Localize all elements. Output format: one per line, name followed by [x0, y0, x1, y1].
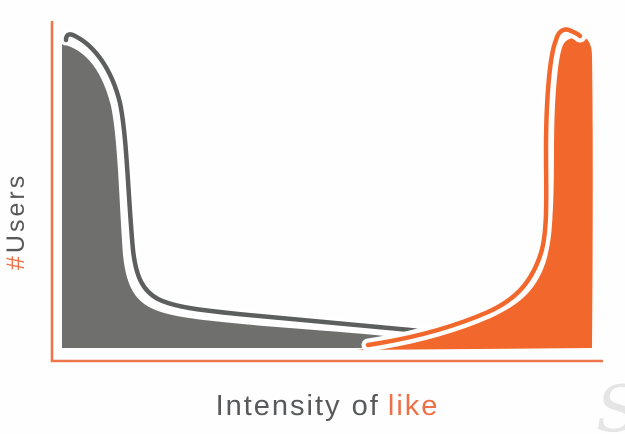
gray-distribution-line [63, 32, 431, 335]
y-axis-label-hash: # [2, 253, 30, 270]
y-axis-label-text: Users [2, 172, 30, 254]
y-axis-label: #Users [2, 173, 31, 270]
x-axis-label-prefix: Intensity of [215, 390, 380, 422]
orange-distribution-area [357, 36, 593, 350]
x-axis-label: Intensity of like [52, 390, 603, 423]
gray-distribution-area [62, 44, 458, 348]
x-axis-label-highlight: like [387, 390, 440, 422]
axis-lines [50, 21, 603, 363]
watermark-letter: S [596, 378, 625, 434]
orange-distribution-line [365, 27, 583, 348]
